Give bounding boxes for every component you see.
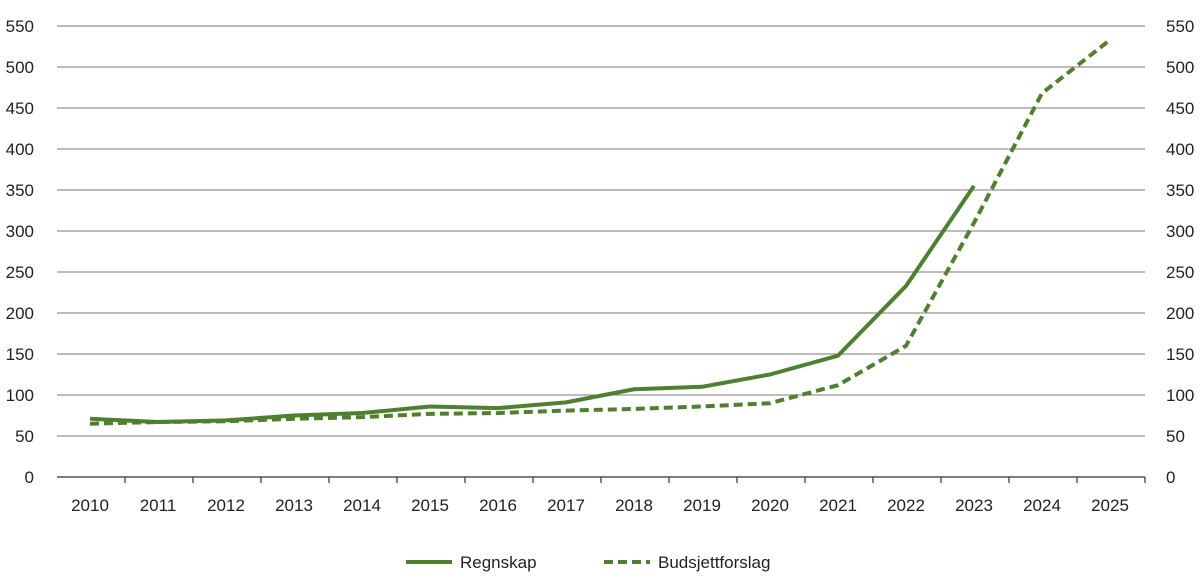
series-line-regnskap bbox=[89, 184, 976, 425]
x-tick-label-2019: 2019 bbox=[683, 496, 721, 515]
y-tick-label-right: 350 bbox=[1166, 181, 1194, 200]
y-tick-label-left: 50 bbox=[15, 427, 34, 446]
x-tick-label-2020: 2020 bbox=[751, 496, 789, 515]
x-tick-label-2022: 2022 bbox=[887, 496, 925, 515]
series-line-budsjettforslag bbox=[89, 38, 1112, 426]
x-tick-label-2010: 2010 bbox=[71, 496, 109, 515]
y-tick-label-right: 500 bbox=[1166, 58, 1194, 77]
y-tick-label-left: 450 bbox=[6, 99, 34, 118]
y-tick-label-left: 300 bbox=[6, 222, 34, 241]
x-tick-label-2014: 2014 bbox=[343, 496, 381, 515]
x-axis-tick-labels: 2010 2011 2012 2013 2014 2015 2016 2017 2018 2019… bbox=[71, 496, 1129, 515]
y-tick-label-left: 500 bbox=[6, 58, 34, 77]
y-tick-label-right: 100 bbox=[1166, 386, 1194, 405]
y-tick-label-left: 250 bbox=[6, 263, 34, 282]
x-tick-label-2023: 2023 bbox=[955, 496, 993, 515]
y-tick-label-left: 150 bbox=[6, 345, 34, 364]
x-tick-label-2018: 2018 bbox=[615, 496, 653, 515]
legend-label-regnskap: Regnskap bbox=[460, 553, 537, 572]
y-axis-right-tick-labels: 0 50 100 150 200 250 300 350 400 450 500 550 bbox=[1166, 17, 1194, 487]
legend-label-budsjettforslag: Budsjettforslag bbox=[658, 553, 770, 572]
y-tick-label-left: 0 bbox=[25, 468, 34, 487]
x-tick-label-2012: 2012 bbox=[207, 496, 245, 515]
x-tick-label-2017: 2017 bbox=[547, 496, 585, 515]
x-tick-label-2024: 2024 bbox=[1023, 496, 1061, 515]
y-tick-label-right: 300 bbox=[1166, 222, 1194, 241]
y-tick-label-left: 400 bbox=[6, 140, 34, 159]
series-lines bbox=[89, 38, 1112, 426]
y-tick-label-right: 400 bbox=[1166, 140, 1194, 159]
x-tick-label-2025: 2025 bbox=[1091, 496, 1129, 515]
x-tick-label-2015: 2015 bbox=[411, 496, 449, 515]
y-axis-left-tick-labels: 0 50 100 150 200 250 300 350 400 450 500 550 bbox=[6, 17, 34, 487]
y-tick-label-right: 150 bbox=[1166, 345, 1194, 364]
gridlines bbox=[57, 25, 1145, 437]
axes bbox=[57, 476, 1146, 483]
x-tick-label-2021: 2021 bbox=[819, 496, 857, 515]
y-tick-label-right: 250 bbox=[1166, 263, 1194, 282]
y-tick-label-left: 100 bbox=[6, 386, 34, 405]
y-tick-label-right: 550 bbox=[1166, 17, 1194, 36]
y-tick-label-right: 0 bbox=[1166, 468, 1175, 487]
y-tick-label-right: 450 bbox=[1166, 99, 1194, 118]
y-tick-label-left: 200 bbox=[6, 304, 34, 323]
y-tick-label-left: 350 bbox=[6, 181, 34, 200]
legend: Regnskap Budsjettforslag bbox=[406, 553, 770, 572]
y-tick-label-right: 200 bbox=[1166, 304, 1194, 323]
x-tick-label-2011: 2011 bbox=[140, 496, 177, 515]
y-tick-label-right: 50 bbox=[1166, 427, 1185, 446]
y-tick-label-left: 550 bbox=[6, 17, 34, 36]
x-tick-label-2013: 2013 bbox=[275, 496, 313, 515]
x-tick-label-2016: 2016 bbox=[479, 496, 517, 515]
